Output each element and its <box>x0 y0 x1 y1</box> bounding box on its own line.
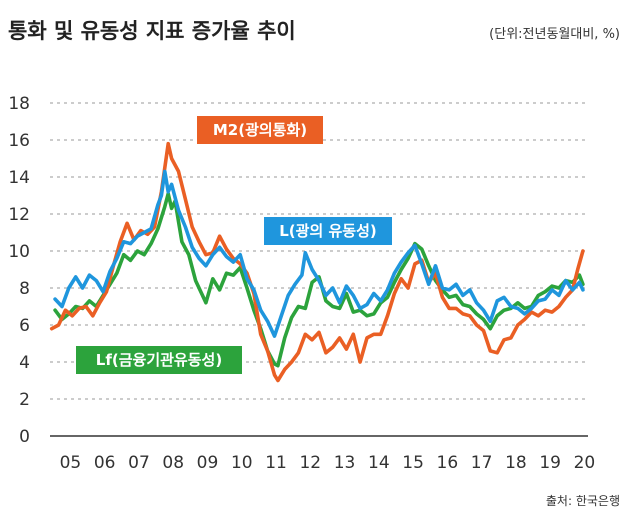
y-tick-label: 8 <box>19 279 30 299</box>
source-note: 출처: 한국은행 <box>546 493 620 508</box>
x-tick-label: 14 <box>368 453 390 473</box>
series-line-l <box>53 169 585 338</box>
grid-lines <box>50 102 588 400</box>
label-l-box <box>264 217 392 245</box>
label-lf-box <box>76 346 242 374</box>
label-m2-text: M2(광의통화) <box>213 121 307 139</box>
label-m2: M2(광의통화) <box>197 116 323 144</box>
label-l: L(광의 유동성) <box>264 217 392 245</box>
series-line-m2 <box>49 141 585 383</box>
y-tick-label: 18 <box>8 94 30 114</box>
x-tick-label: 09 <box>197 453 219 473</box>
x-tick-label: 18 <box>505 453 527 473</box>
series-line-lf <box>53 191 585 368</box>
y-tick-label: 10 <box>8 242 30 262</box>
x-tick-label: 17 <box>471 453 493 473</box>
y-tick-labels: 0 2 4 6 8 10 12 14 16 18 <box>8 94 30 447</box>
x-tick-label: 19 <box>539 453 561 473</box>
x-tick-label: 12 <box>299 453 321 473</box>
label-lf-text: Lf(금융기관유동성) <box>96 351 222 369</box>
x-tick-label: 08 <box>162 453 184 473</box>
x-tick-label: 20 <box>574 453 596 473</box>
y-tick-label: 0 <box>19 427 30 447</box>
series-lines <box>49 141 585 383</box>
y-tick-label: 2 <box>19 390 30 410</box>
chart-title: 통화 및 유동성 지표 증가율 추이 <box>8 19 296 43</box>
y-tick-label: 14 <box>8 168 30 188</box>
label-m2-box <box>197 116 323 144</box>
x-tick-label: 15 <box>402 453 424 473</box>
y-tick-label: 4 <box>19 353 30 373</box>
label-l-text: L(광의 유동성) <box>279 222 377 240</box>
x-tick-label: 11 <box>265 453 287 473</box>
label-lf: Lf(금융기관유동성) <box>76 346 242 374</box>
x-tick-label: 16 <box>437 453 459 473</box>
x-tick-label: 05 <box>60 453 82 473</box>
x-tick-label: 13 <box>334 453 356 473</box>
y-tick-label: 6 <box>19 316 30 336</box>
x-tick-label: 10 <box>231 453 253 473</box>
unit-note: (단위:전년동월대비, %) <box>489 27 620 42</box>
x-tick-label: 06 <box>94 453 116 473</box>
x-tick-labels: 05 06 07 08 09 10 11 12 13 14 15 16 17 18 19 20 <box>60 453 596 473</box>
y-tick-label: 12 <box>8 205 30 225</box>
y-tick-label: 16 <box>8 131 30 151</box>
x-tick-label: 07 <box>128 453 150 473</box>
